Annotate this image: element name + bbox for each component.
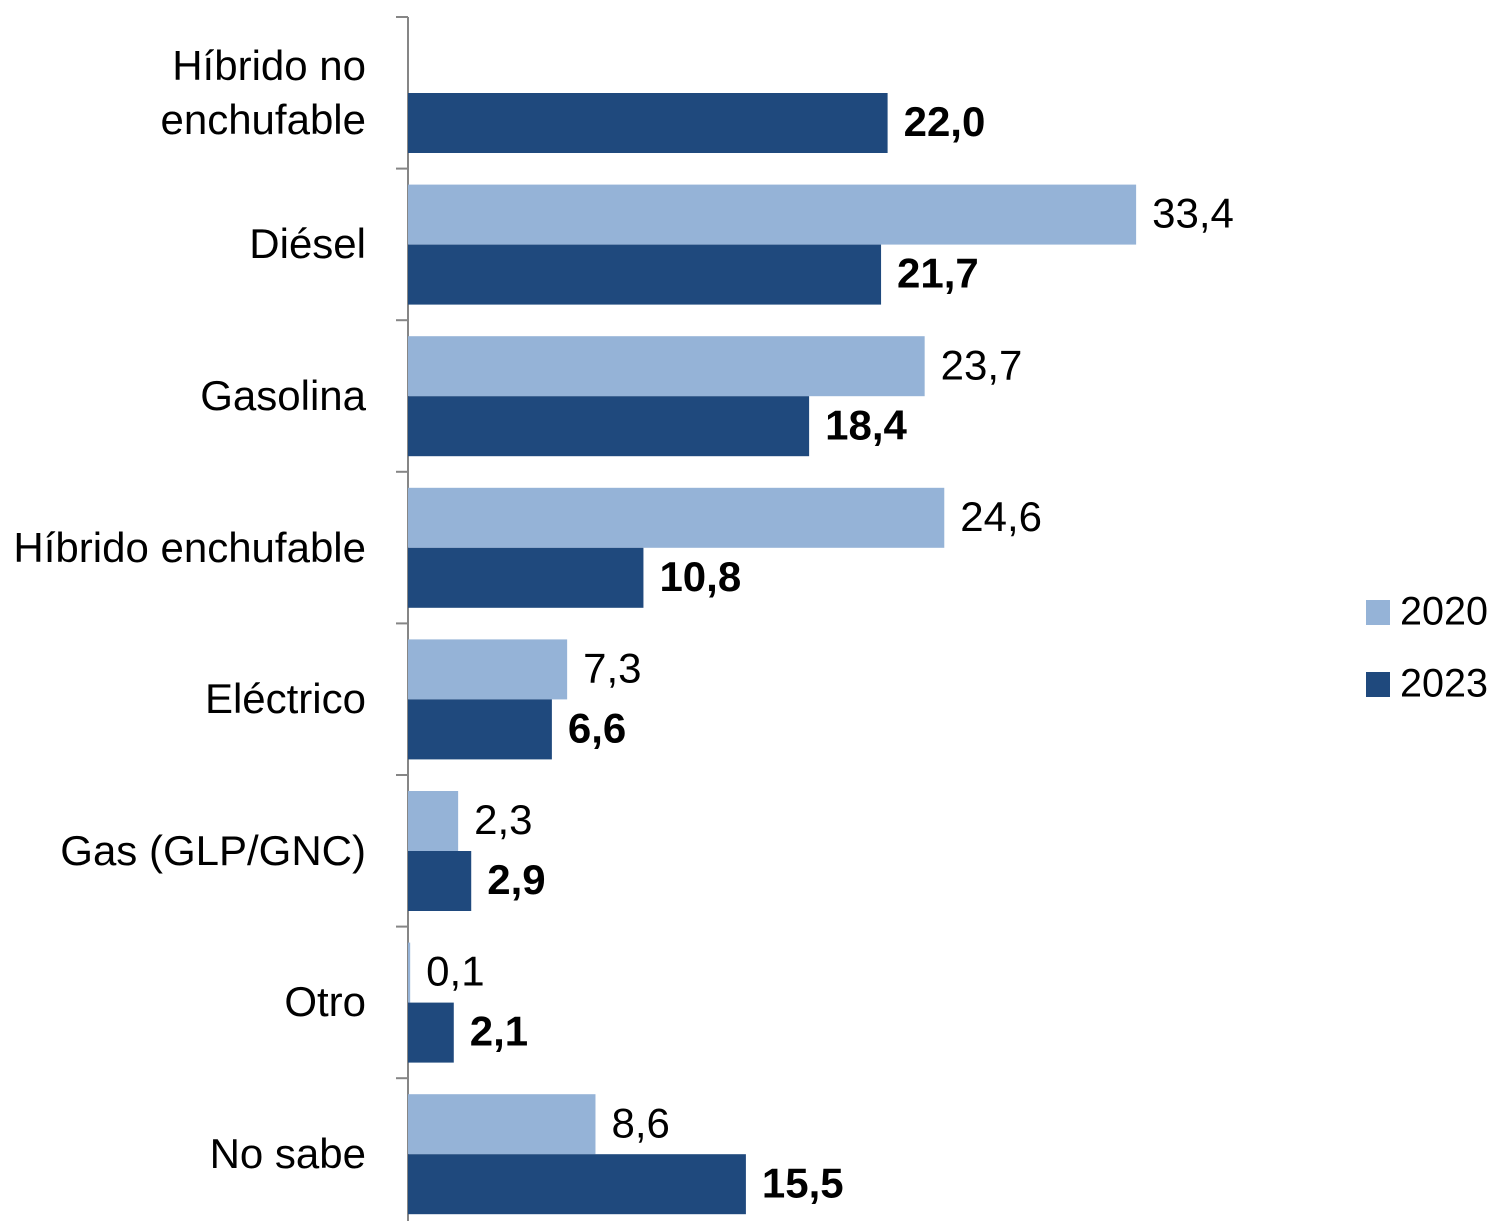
value-label: 21,7 (897, 250, 979, 297)
value-label: 22,0 (904, 98, 986, 145)
legend-swatch (1366, 672, 1390, 697)
value-label: 24,6 (960, 493, 1042, 540)
legend-swatch (1366, 600, 1390, 625)
value-label: 2,9 (487, 856, 545, 903)
bar (408, 487, 945, 548)
bar (408, 396, 810, 457)
value-label: 10,8 (659, 553, 741, 600)
bar (408, 699, 552, 760)
bar (408, 851, 472, 911)
legend-label: 2023 (1400, 662, 1488, 706)
bar (408, 639, 568, 700)
category-label: Gas (GLP/GNC) (60, 826, 366, 874)
value-label: 0,1 (426, 948, 484, 995)
bar (408, 547, 644, 608)
category-label: Gasolina (200, 372, 366, 419)
bar (408, 184, 1137, 245)
bar (408, 244, 882, 305)
category-label: Híbrido enchufable (13, 523, 366, 571)
value-label: 7,3 (583, 644, 641, 691)
bar (408, 93, 888, 153)
value-label: 15,5 (762, 1159, 844, 1206)
bar (408, 942, 411, 1003)
bar (408, 336, 925, 397)
value-label: 2,3 (474, 796, 532, 843)
category-label: Híbrido no enchufable (160, 41, 366, 143)
value-label: 33,4 (1152, 190, 1234, 237)
bar (408, 791, 459, 851)
category-label: Diésel (249, 220, 366, 268)
value-label: 2,1 (470, 1008, 528, 1055)
value-label: 23,7 (941, 341, 1023, 388)
bar (408, 1154, 746, 1215)
value-label: 8,6 (611, 1099, 669, 1146)
bar (408, 1094, 596, 1155)
value-label: 6,6 (568, 704, 626, 751)
category-label: Eléctrico (204, 675, 366, 723)
value-label: 18,4 (825, 401, 907, 448)
category-label: No sabe (209, 1130, 366, 1177)
bar (408, 1002, 454, 1063)
legend-label: 2020 (1400, 590, 1488, 634)
category-label: Otro (284, 978, 366, 1026)
